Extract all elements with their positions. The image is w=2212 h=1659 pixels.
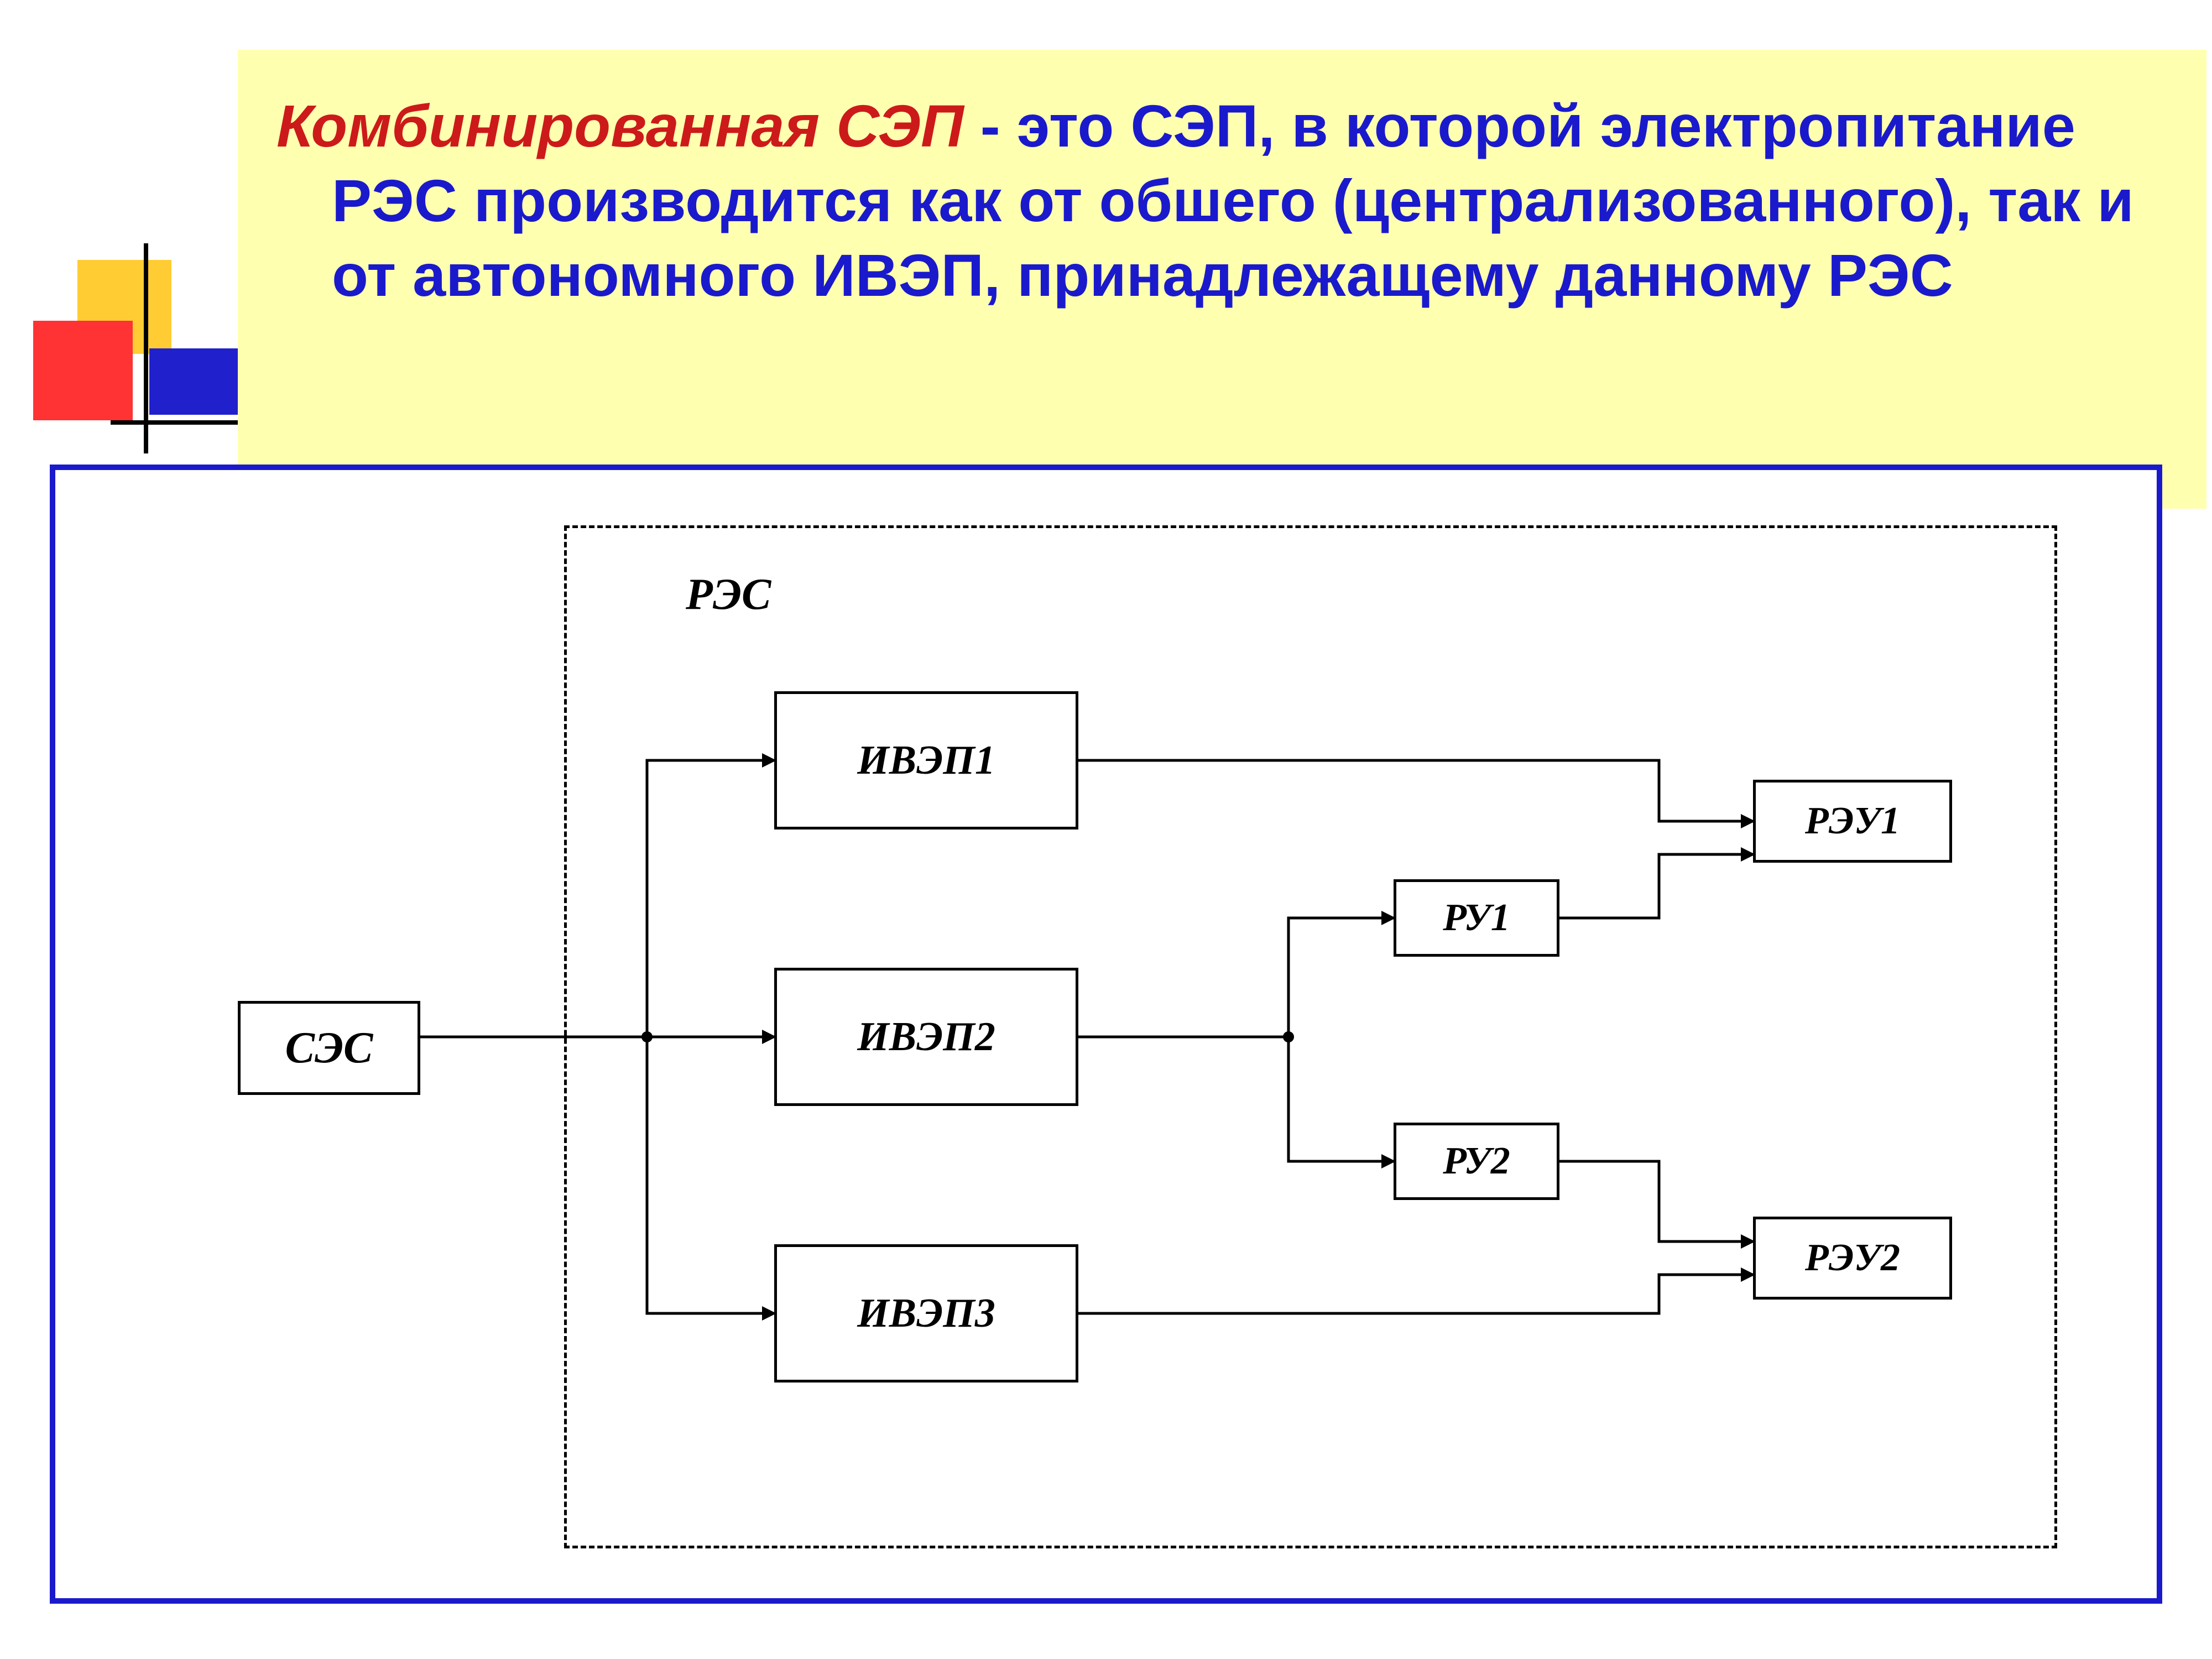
title-box: Комбинированная СЭП - это СЭП, в которой… bbox=[238, 50, 2206, 509]
node-ivep1: ИВЭП1 bbox=[774, 691, 1078, 830]
node-ru2: РУ2 bbox=[1394, 1123, 1559, 1200]
node-reu1: РЭУ1 bbox=[1753, 780, 1952, 863]
title-lead: Комбинированная СЭП bbox=[276, 92, 964, 159]
node-ru1: РУ1 bbox=[1394, 879, 1559, 957]
node-ivep3: ИВЭП3 bbox=[774, 1244, 1078, 1383]
diagram-frame: РЭС СЭС ИВЭП1 ИВЭП2 ИВЭП3 РУ1 РУ2 РЭУ1 РЭУ2 bbox=[50, 465, 2162, 1604]
decor-square-blue bbox=[149, 348, 249, 415]
title-text: Комбинированная СЭП - это СЭП, в которой… bbox=[276, 88, 2157, 312]
dashed-container-label: РЭС bbox=[686, 570, 771, 620]
diagram: РЭС СЭС ИВЭП1 ИВЭП2 ИВЭП3 РУ1 РУ2 РЭУ1 РЭУ2 bbox=[55, 470, 2157, 1598]
node-reu2: РЭУ2 bbox=[1753, 1217, 1952, 1300]
node-ses: СЭС bbox=[238, 1001, 420, 1095]
decor-square-red bbox=[33, 321, 133, 420]
slide: Комбинированная СЭП - это СЭП, в которой… bbox=[0, 0, 2212, 1659]
node-ivep2: ИВЭП2 bbox=[774, 968, 1078, 1106]
